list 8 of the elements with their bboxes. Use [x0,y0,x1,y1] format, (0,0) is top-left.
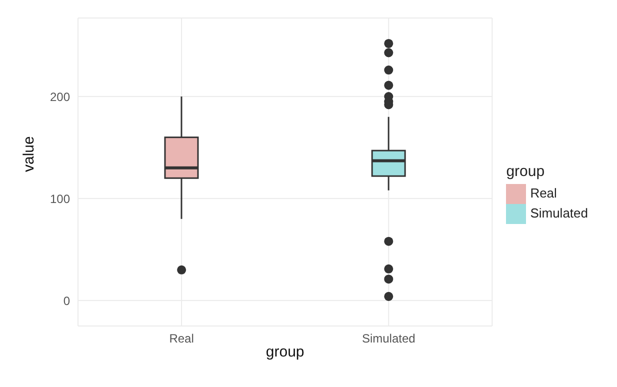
y-axis-title: value [20,136,38,172]
y-tick-label: 100 [50,192,70,206]
y-tick-label: 0 [63,294,70,308]
y-tick-label: 200 [50,90,70,104]
legend-title: group [506,162,546,180]
x-axis-title: group [266,344,304,361]
legend-label: Simulated [530,204,588,220]
legend-label: Real [530,184,557,200]
